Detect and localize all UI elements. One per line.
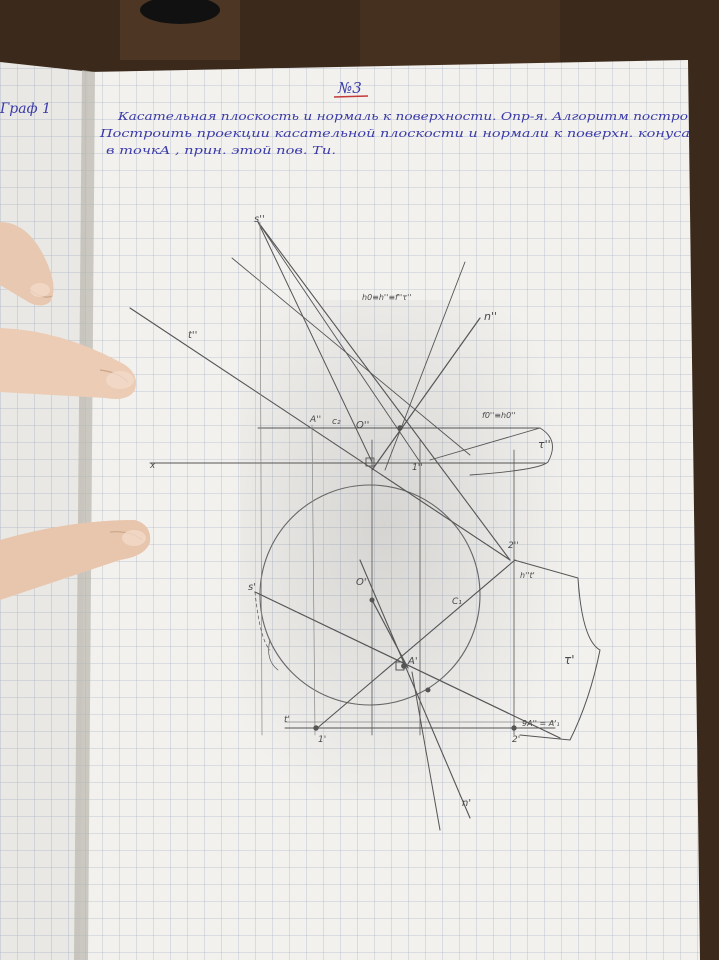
drawing-labels: s'' n'' t'' A'' O'' c₂ 1'' 2'' τ'' f0''≡… — [149, 214, 575, 809]
pencil-construction — [129, 221, 601, 831]
text-line-2: Построить проекции касательной плоскости… — [99, 127, 690, 140]
label-one2: 1'' — [412, 463, 423, 473]
dark-object — [140, 0, 220, 24]
label-eq-top: ℎ0≡ℎ''≡f''τ'' — [362, 293, 411, 302]
label-s2: s'' — [254, 214, 265, 225]
label-o1: O' — [356, 577, 367, 588]
label-x-axis: x — [149, 461, 156, 471]
label-n1: n' — [462, 798, 471, 809]
label-c2: c₂ — [332, 417, 341, 427]
label-eq-bottom: 9A'' = A'₁ — [522, 719, 560, 728]
label-f0: f0''≡h0'' — [482, 411, 516, 420]
margin-note: Граф 1 — [0, 101, 51, 117]
label-two2: 2'' — [508, 541, 519, 551]
label-c1: C₁ — [452, 597, 462, 607]
label-s1: s' — [248, 582, 256, 593]
hand — [0, 222, 151, 600]
label-tau1: τ' — [564, 653, 575, 667]
spine-shadow — [74, 70, 95, 960]
text-line-3: в точкA , прин. этой пов. Ти. — [106, 144, 336, 157]
label-o2: O'' — [356, 420, 369, 431]
label-t1: t' — [284, 715, 290, 725]
label-a2: A'' — [309, 415, 321, 425]
label-two1: 2' — [512, 735, 520, 745]
label-one1: 1' — [318, 735, 326, 745]
right-page — [80, 60, 700, 960]
label-tau2: τ'' — [538, 438, 551, 451]
label-a1: A' — [407, 656, 418, 667]
text-line-1: Касательная плоскость и нормаль к поверх… — [117, 110, 689, 123]
label-t2: t'' — [188, 330, 197, 341]
label-h1: h''t' — [520, 571, 535, 580]
heading-number: №3 — [337, 79, 362, 97]
label-n2: n'' — [484, 310, 497, 323]
handwritten-header: №3 Граф 1 Касательная плоскость и нормал… — [0, 79, 690, 157]
